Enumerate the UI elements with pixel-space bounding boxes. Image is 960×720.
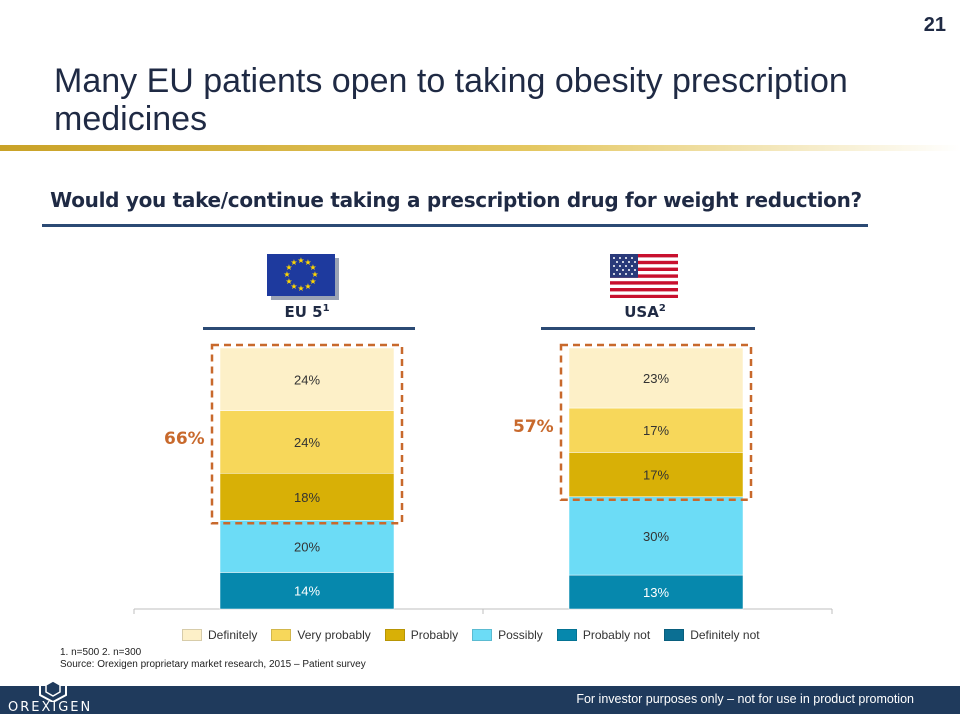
- callout-box-usa: [559, 343, 753, 502]
- data-label: 14%: [294, 584, 320, 599]
- svg-text:★: ★: [309, 263, 316, 272]
- svg-text:★: ★: [285, 263, 292, 272]
- legend-swatch: [182, 629, 202, 641]
- legend-item-possibly: Possibly: [472, 628, 543, 642]
- bar-segment-usa-definitely: [568, 347, 744, 409]
- legend-item-very-probably: Very probably: [271, 628, 371, 642]
- logo-wordmark: OREXIGEN: [8, 700, 93, 715]
- data-label: 30%: [643, 529, 669, 544]
- bar-segment-eu-5-possibly: [219, 520, 395, 573]
- footnote-sample-sizes: 1. n=500 2. n=300: [60, 647, 142, 658]
- data-label: 24%: [294, 372, 320, 387]
- data-label: 23%: [643, 371, 669, 386]
- legend-label: Definitely: [208, 628, 258, 642]
- orexigen-logo-icon: [39, 674, 67, 702]
- legend-item-definitely-not: Definitely not: [664, 628, 760, 642]
- svg-text:★: ★: [304, 282, 311, 291]
- data-label: 17%: [643, 468, 669, 483]
- svg-text:★: ★: [297, 284, 304, 293]
- group-label-usa-text: USA: [624, 303, 659, 321]
- legend-item-definitely: Definitely: [182, 628, 257, 642]
- legend-label: Probably not: [582, 628, 651, 642]
- group-underline-usa: [541, 327, 755, 330]
- eu-flag-icon: ★ ★★ ★★★ ★★★ ★★★: [267, 254, 339, 300]
- callout-usa: 57%: [513, 417, 554, 437]
- callout-box-eu-5: [210, 343, 404, 525]
- data-label: 17%: [643, 423, 669, 438]
- legend-swatch: [664, 629, 685, 641]
- slide-number: 21: [923, 14, 946, 36]
- svg-text:★: ★: [297, 256, 304, 265]
- group-label-eu5-text: EU 5: [284, 303, 323, 321]
- data-label: 18%: [294, 490, 320, 505]
- bar-segment-eu-5-very-probably: [219, 410, 395, 474]
- svg-text:★: ★: [290, 282, 297, 291]
- bar-segment-usa-probably: [568, 452, 744, 498]
- bar-segment-eu-5-probably: [219, 473, 395, 521]
- svg-text:★: ★: [304, 258, 311, 267]
- legend-swatch: [472, 629, 493, 641]
- group-label-usa-sup: 2: [658, 303, 666, 314]
- footnote: 1. n=500 2. n=300 Source: Orexigen propr…: [60, 647, 366, 671]
- group-label-eu5: EU 51: [207, 303, 407, 321]
- bar-segment-usa-very-probably: [568, 407, 744, 453]
- group-label-usa: USA2: [545, 303, 745, 321]
- data-label: 13%: [643, 585, 669, 600]
- data-label: 24%: [294, 435, 320, 450]
- bar-segment-eu-5-definitely: [219, 347, 395, 411]
- question-underline: [42, 224, 868, 227]
- legend-swatch: [384, 629, 405, 641]
- svg-text:★: ★: [311, 270, 318, 279]
- survey-question: Would you take/continue taking a prescri…: [50, 188, 862, 212]
- bar-segment-eu-5-probably-not: [219, 572, 395, 610]
- legend-label: Very probably: [297, 628, 371, 642]
- legend-label: Definitely not: [690, 628, 760, 642]
- footer-bar: [0, 686, 960, 714]
- footnote-source: Source: Orexigen proprietary market rese…: [60, 659, 366, 670]
- chart-legend: Definitely Very probably Probably Possibly P…: [182, 626, 774, 644]
- group-label-eu5-sup: 1: [322, 303, 330, 314]
- legend-label: Probably: [410, 628, 459, 642]
- bar-segment-usa-probably-not: [568, 574, 744, 610]
- legend-swatch: [556, 629, 577, 641]
- data-label: 20%: [294, 539, 320, 554]
- svg-text:★: ★: [283, 270, 290, 279]
- title-underline: [0, 145, 960, 151]
- svg-text:★: ★: [290, 258, 297, 267]
- svg-text:★: ★: [285, 277, 292, 286]
- legend-item-probably: Probably: [384, 628, 459, 642]
- callout-eu5: 66%: [164, 429, 205, 449]
- usa-flag-icon: [610, 254, 678, 298]
- legend-swatch: [271, 629, 292, 641]
- slide-title: Many EU patients open to taking obesity …: [54, 62, 848, 138]
- bar-segment-usa-possibly: [568, 496, 744, 576]
- legend-item-probably-not: Probably not: [556, 628, 651, 642]
- group-underline-eu5: [203, 327, 415, 330]
- footer-disclaimer: For investor purposes only – not for use…: [576, 692, 914, 706]
- legend-label: Possibly: [498, 628, 543, 642]
- svg-text:★: ★: [309, 277, 316, 286]
